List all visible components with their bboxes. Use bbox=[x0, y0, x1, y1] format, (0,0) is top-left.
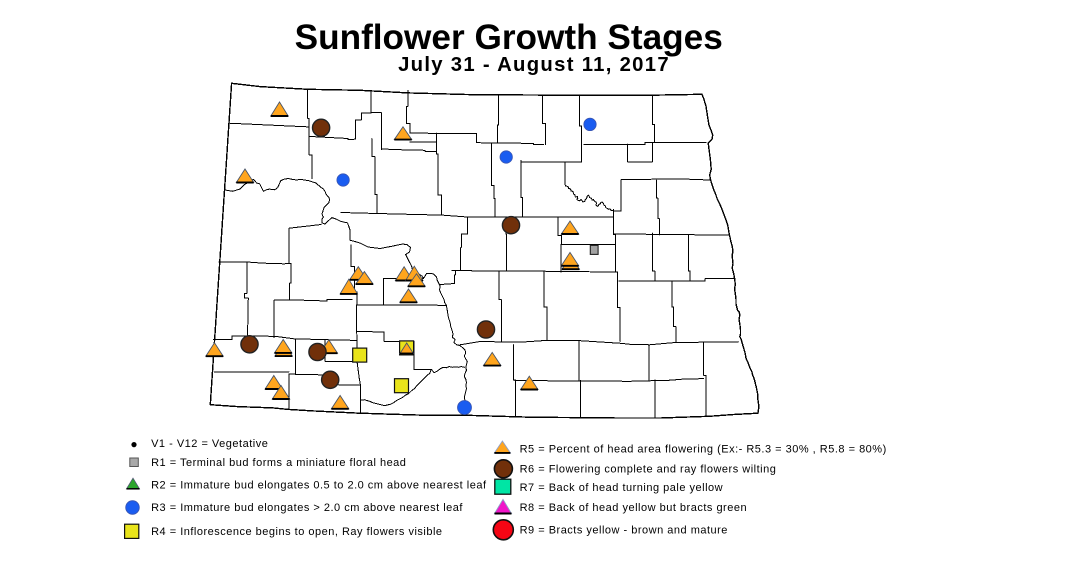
svg-text:V1 - V12 = Vegetative: V1 - V12 = Vegetative bbox=[151, 438, 268, 450]
svg-text:Sunflower Growth Stages: Sunflower Growth Stages bbox=[295, 18, 723, 57]
svg-text:R6 = Flowering complete and ra: R6 = Flowering complete and ray flowers … bbox=[520, 463, 777, 475]
svg-text:R2 = Immature bud elongates 0.: R2 = Immature bud elongates 0.5 to 2.0 c… bbox=[151, 479, 487, 491]
svg-text:R5 = Percent of head area flow: R5 = Percent of head area flowering (Ex:… bbox=[520, 443, 887, 455]
svg-text:R1 = Terminal bud forms a mini: R1 = Terminal bud forms a miniature flor… bbox=[151, 457, 406, 469]
svg-text:R4 = Inflorescence begins to o: R4 = Inflorescence begins to open, Ray f… bbox=[151, 526, 442, 538]
svg-text:July 31 - August 11, 2017: July 31 - August 11, 2017 bbox=[398, 54, 670, 76]
svg-text:R9 = Bracts yellow - brown and: R9 = Bracts yellow - brown and mature bbox=[520, 524, 728, 536]
svg-text:R3 = Immature bud elongates >: R3 = Immature bud elongates > 2.0 cm abo… bbox=[151, 502, 463, 514]
svg-text:R8 = Back of head yellow but b: R8 = Back of head yellow but bracts gree… bbox=[520, 502, 747, 514]
svg-text:R7 = Back of head turning pale: R7 = Back of head turning pale yellow bbox=[520, 482, 723, 494]
